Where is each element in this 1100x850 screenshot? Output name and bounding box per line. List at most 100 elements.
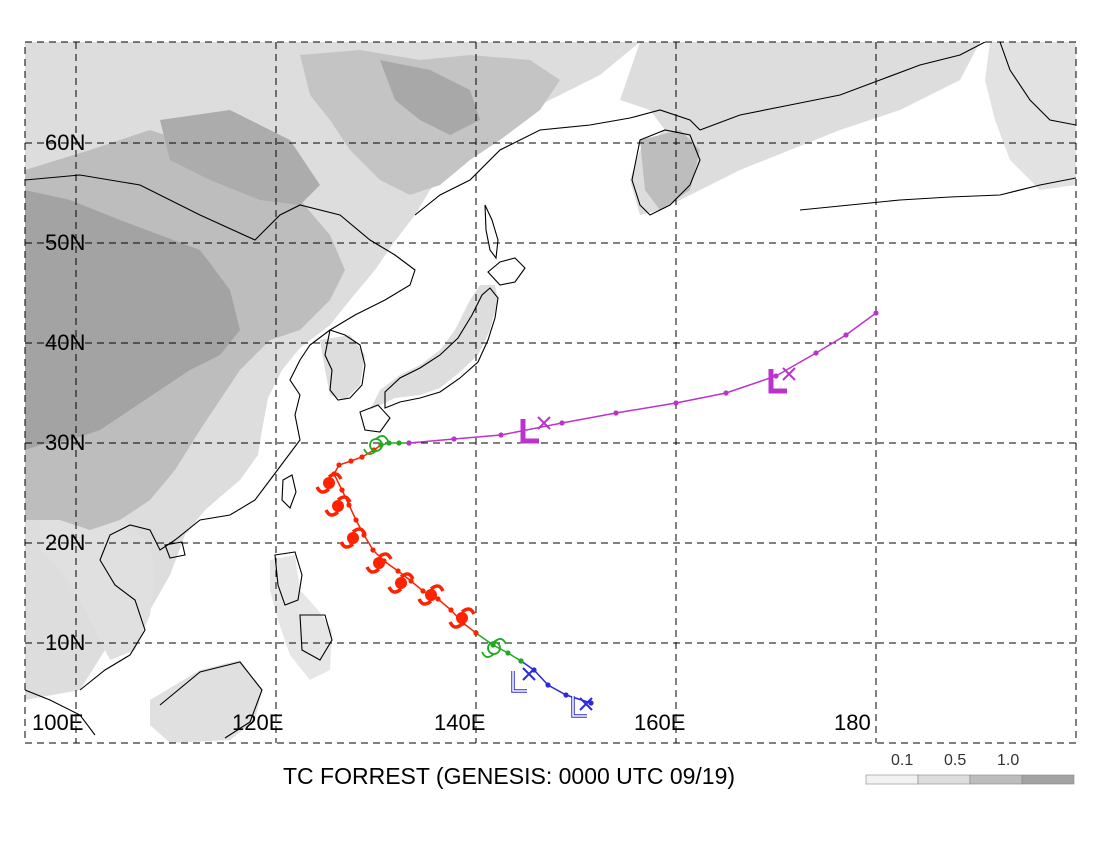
track-point — [873, 310, 879, 316]
typhoon-symbol-arm — [460, 607, 476, 615]
lon-label-180: 180 — [834, 710, 871, 735]
land-shading-philippines — [270, 555, 332, 680]
x-marker — [579, 697, 593, 711]
extratropical-low-symbol — [520, 419, 539, 444]
typhoon-symbol — [417, 584, 445, 606]
typhoon-symbol-arm — [324, 509, 340, 517]
typhoon-symbol-core — [425, 589, 437, 601]
track-point — [505, 650, 511, 656]
longitude-labels: 100E 120E 140E 160E 180 — [32, 710, 871, 735]
coastline-taiwan — [281, 474, 297, 509]
coastlines — [25, 42, 1076, 739]
typhoon-symbol-arm — [387, 586, 403, 594]
typhoon-symbol — [339, 527, 367, 549]
typhoon-symbol — [448, 607, 476, 629]
map-plot-area — [25, 42, 1076, 743]
x-marker — [782, 367, 796, 381]
low-pressure-symbol-inner — [572, 696, 587, 717]
lat-label-10n: 10N — [45, 630, 85, 655]
typhoon-symbol-core — [373, 557, 385, 569]
coastline-sakhalin — [484, 204, 499, 260]
typhoon-symbol — [365, 552, 393, 574]
track-point — [386, 440, 392, 446]
grid-lines — [25, 42, 1076, 743]
land-shading-kamchatka — [620, 42, 980, 215]
land-shading-dark-2 — [160, 110, 320, 205]
land-shading-dark — [25, 190, 240, 450]
land-shading-alaska — [985, 42, 1076, 190]
lon-label-100e: 100E — [32, 710, 83, 735]
land-shading-japan — [370, 285, 498, 410]
storm-symbol-arm — [375, 435, 389, 442]
typhoon-symbol — [315, 472, 343, 494]
track-point — [673, 400, 679, 406]
low-pressure-symbol-inner — [512, 671, 527, 692]
track-point — [346, 502, 352, 508]
track-point — [723, 390, 729, 396]
track-point — [518, 658, 524, 664]
coastline-kamchatka — [631, 129, 701, 216]
x-marker — [522, 667, 536, 681]
track-point — [420, 588, 426, 594]
track-point — [613, 410, 619, 416]
coastline-okhotsk — [414, 109, 701, 216]
track-point — [406, 440, 412, 446]
legend-label-0-5: 0.5 — [944, 752, 966, 769]
typhoon-symbol-core — [332, 500, 344, 512]
lon-label-140e: 140E — [434, 710, 485, 735]
land-shading-indochina — [40, 490, 155, 660]
track-point — [498, 432, 504, 438]
typhoon-symbol-arm — [339, 541, 355, 549]
track-point — [559, 420, 565, 426]
typhoon-symbol-arm — [327, 472, 343, 480]
typhoon-symbol-core — [395, 577, 407, 589]
coastline-hainan — [164, 541, 186, 559]
typhoon-symbol-arm — [351, 527, 367, 535]
storm-symbols — [315, 367, 796, 718]
track-point — [813, 350, 819, 356]
legend-swatch-4 — [1021, 774, 1075, 785]
typhoon-symbol-arm — [417, 598, 433, 606]
typhoon-symbol — [324, 495, 352, 517]
coastline-luzon — [274, 551, 303, 606]
legend-swatch-1 — [865, 774, 919, 785]
shading-legend: 0.1 0.5 1.0 — [865, 752, 1075, 785]
lat-label-50n: 50N — [45, 230, 85, 255]
typhoon-symbol-core — [347, 532, 359, 544]
x-marker — [537, 416, 551, 430]
lon-label-120e: 120E — [232, 710, 283, 735]
track-point — [473, 630, 479, 636]
coastline-aleutians — [799, 177, 1076, 211]
typhoon-symbol-arm — [377, 552, 393, 560]
coastline-japan-kyushu — [359, 404, 391, 433]
storm-track — [331, 310, 879, 706]
track-point — [353, 517, 359, 523]
lat-label-30n: 30N — [45, 430, 85, 455]
track-point — [339, 487, 345, 493]
storm-symbol-arm — [481, 651, 495, 658]
track-point — [563, 692, 569, 698]
typhoon-symbol-core — [323, 477, 335, 489]
lat-label-40n: 40N — [45, 330, 85, 355]
track-point — [395, 568, 401, 574]
track-point — [451, 436, 457, 442]
track-point — [843, 332, 849, 338]
coastline-china — [25, 174, 416, 691]
coastline-korea — [324, 329, 366, 401]
coastline-japan-honshu — [384, 287, 499, 409]
lat-label-20n: 20N — [45, 530, 85, 555]
storm-symbol-arm — [363, 448, 377, 455]
map-title: TC FORREST (GENESIS: 0000 UTC 09/19) — [283, 763, 735, 789]
land-shading-borneo — [150, 660, 262, 743]
track-point — [348, 458, 354, 464]
coastline-borneo — [159, 661, 263, 739]
latitude-labels: 60N 50N 40N 30N 20N 10N — [45, 130, 85, 655]
coastline-japan-hokkaido — [487, 257, 526, 286]
track-point — [359, 454, 365, 460]
track-point — [396, 440, 402, 446]
typhoon-symbol-arm — [365, 566, 381, 574]
lat-label-60n: 60N — [45, 130, 85, 155]
typhoon-symbol-arm — [315, 486, 331, 494]
coastline-bering — [699, 42, 986, 131]
